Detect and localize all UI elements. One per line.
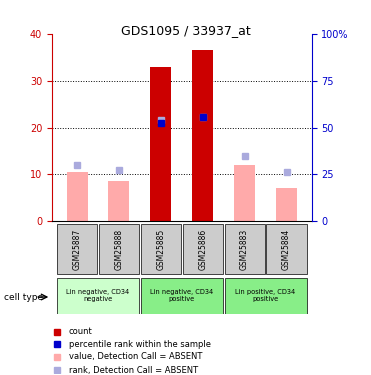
Bar xyxy=(234,165,255,221)
Text: cell type: cell type xyxy=(4,292,43,302)
Text: value, Detection Call = ABSENT: value, Detection Call = ABSENT xyxy=(69,352,202,362)
Bar xyxy=(108,182,129,221)
Text: Lin negative, CD34
negative: Lin negative, CD34 negative xyxy=(66,289,129,302)
Text: Lin negative, CD34
positive: Lin negative, CD34 positive xyxy=(150,289,213,302)
Bar xyxy=(266,224,306,274)
Text: GSM25888: GSM25888 xyxy=(115,229,124,270)
Text: GSM25886: GSM25886 xyxy=(198,228,207,270)
Text: GSM25887: GSM25887 xyxy=(73,228,82,270)
Text: GSM25885: GSM25885 xyxy=(156,228,165,270)
Bar xyxy=(150,67,171,221)
Bar xyxy=(141,224,181,274)
Bar xyxy=(183,224,223,274)
Bar xyxy=(192,50,213,221)
Bar xyxy=(99,224,139,274)
Text: count: count xyxy=(69,327,92,336)
Text: Lin positive, CD34
positive: Lin positive, CD34 positive xyxy=(236,289,296,302)
Bar xyxy=(224,224,265,274)
Bar xyxy=(57,224,97,274)
Bar xyxy=(67,172,88,221)
Text: rank, Detection Call = ABSENT: rank, Detection Call = ABSENT xyxy=(69,366,198,375)
Text: percentile rank within the sample: percentile rank within the sample xyxy=(69,340,211,349)
Text: GSM25883: GSM25883 xyxy=(240,228,249,270)
Text: GSM25884: GSM25884 xyxy=(282,228,291,270)
Bar xyxy=(224,278,306,314)
Bar xyxy=(276,188,297,221)
Bar xyxy=(141,278,223,314)
Text: GDS1095 / 33937_at: GDS1095 / 33937_at xyxy=(121,24,250,38)
Bar xyxy=(57,278,139,314)
